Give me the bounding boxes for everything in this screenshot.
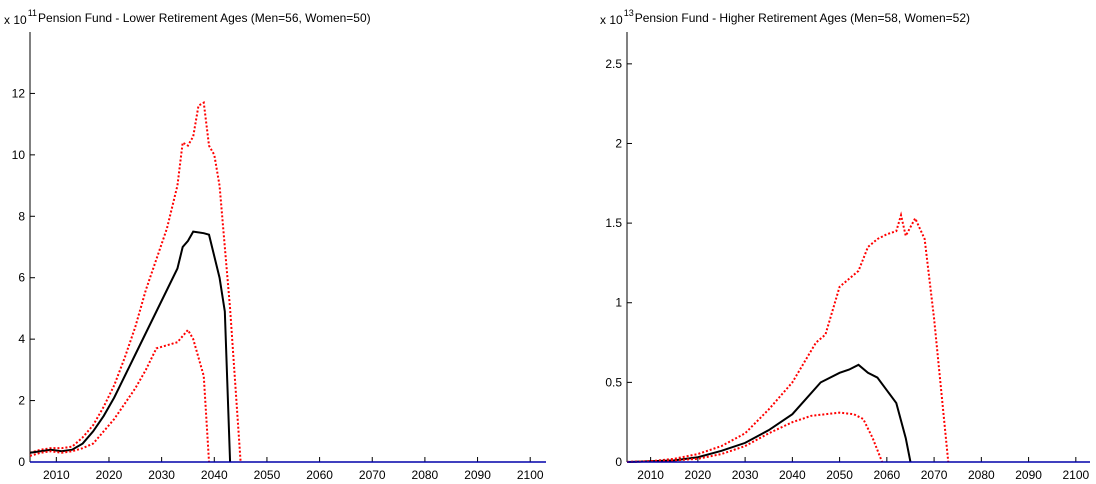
- x-tick-label: 2080: [412, 468, 439, 482]
- x-tick-label: 2060: [306, 468, 333, 482]
- x-tick-label: 2030: [148, 468, 175, 482]
- x-tick-label: 2030: [732, 468, 759, 482]
- x-tick-label: 2050: [826, 468, 853, 482]
- y-tick-label: 0.5: [605, 375, 622, 389]
- y-tick-label: 8: [18, 209, 25, 223]
- y-tick-label: 0: [615, 455, 622, 469]
- y-tick-label: 1: [615, 296, 622, 310]
- x-tick-label: 2090: [464, 468, 491, 482]
- line: [29, 230, 232, 463]
- x-tick-label: 2010: [637, 468, 664, 482]
- chart-title: Pension Fund - Lower Retirement Ages (Me…: [38, 11, 371, 25]
- line: [29, 328, 211, 463]
- x-tick-label: 2100: [517, 468, 544, 482]
- line: [626, 211, 950, 463]
- x-tick-label: 2080: [968, 468, 995, 482]
- axis-exponent: 11: [28, 8, 37, 18]
- axis-exponent: 13: [624, 8, 634, 18]
- x-tick-label: 2020: [685, 468, 712, 482]
- x-tick-label: 2100: [1062, 468, 1089, 482]
- x-tick-label: 2020: [96, 468, 123, 482]
- x-tick-label: 2070: [359, 468, 386, 482]
- x-tick-label: 2040: [779, 468, 806, 482]
- y-tick-label: 0: [18, 455, 25, 469]
- line: [29, 101, 242, 463]
- y-tick-label: 4: [18, 332, 25, 346]
- y-tick-label: 12: [12, 86, 26, 100]
- x-tick-label: 2050: [254, 468, 281, 482]
- chart-title: Pension Fund - Higher Retirement Ages (M…: [635, 11, 970, 25]
- x-tick-label: 2070: [921, 468, 948, 482]
- y-tick-label: 2: [615, 136, 622, 150]
- axis-exponent-prefix: x 10: [4, 13, 27, 27]
- x-tick-label: 2090: [1015, 468, 1042, 482]
- y-tick-label: 1.5: [605, 216, 622, 230]
- x-tick-label: 2010: [43, 468, 70, 482]
- y-tick-label: 2: [18, 394, 25, 408]
- y-tick-label: 10: [12, 148, 26, 162]
- y-tick-label: 2.5: [605, 57, 622, 71]
- line: [626, 363, 912, 463]
- x-tick-label: 2040: [201, 468, 228, 482]
- line: [626, 411, 884, 463]
- axis-exponent-prefix: x 10: [600, 13, 623, 27]
- x-tick-label: 2060: [873, 468, 900, 482]
- y-tick-label: 6: [18, 271, 25, 285]
